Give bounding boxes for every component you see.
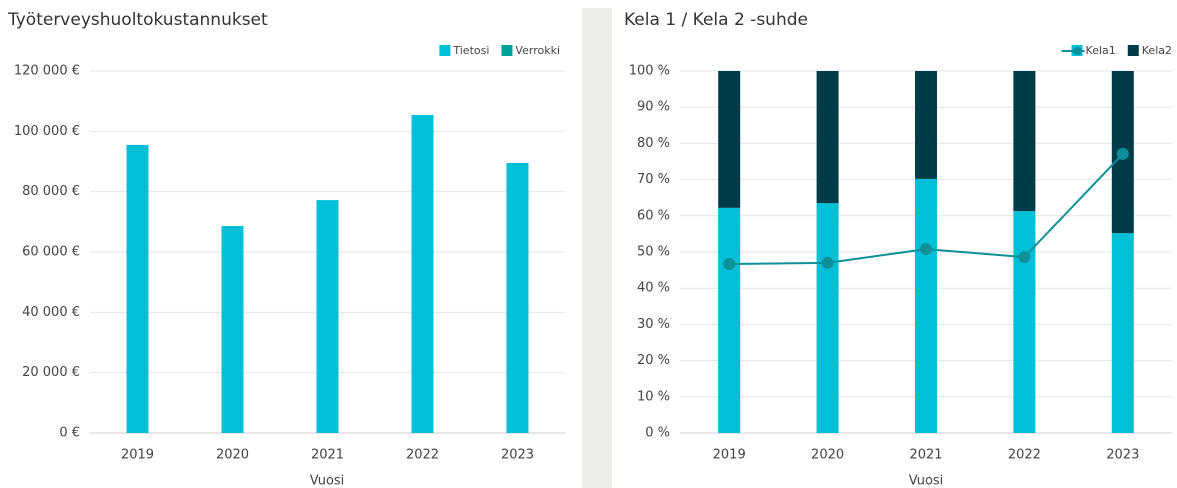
x-tick-label: 2021 [909, 448, 942, 463]
y-tick-label: 80 % [637, 136, 670, 151]
bar [126, 144, 149, 434]
legend-swatch [501, 45, 513, 56]
y-tick-label: 90 % [637, 100, 670, 115]
line-marker [920, 243, 932, 256]
y-tick-label: 40 % [637, 281, 670, 296]
x-axis-title: Vuosi [310, 474, 345, 488]
y-tick-label: 10 % [637, 389, 670, 404]
y-tick-label: 20 % [637, 353, 670, 368]
bar [915, 71, 937, 179]
legend-swatch [1127, 45, 1139, 56]
y-tick-label: 30 % [637, 317, 670, 332]
legend-swatch [439, 45, 451, 56]
line-marker [723, 257, 736, 270]
y-tick-label: 60 000 € [22, 245, 80, 260]
y-tick-label: 100 000 € [14, 124, 80, 139]
x-tick-label: 2023 [1106, 448, 1139, 463]
bar [221, 226, 244, 433]
separator [582, 8, 612, 488]
x-tick-label: 2019 [121, 448, 154, 463]
line-marker [1018, 251, 1031, 264]
line-marker [821, 256, 834, 269]
bar [1111, 233, 1134, 433]
bar [915, 178, 937, 433]
bar [816, 71, 839, 204]
bar [718, 71, 741, 208]
legend-label: Kela1 [1086, 44, 1116, 57]
legend-label: Tietosi [452, 44, 489, 57]
bar [506, 163, 529, 433]
line-marker [1116, 147, 1129, 160]
bar [1013, 211, 1036, 433]
y-tick-label: 70 % [637, 172, 670, 187]
x-tick-label: 2020 [811, 448, 844, 463]
bar [816, 203, 839, 433]
legend-label: Verrokki [515, 44, 560, 57]
y-tick-label: 50 % [637, 245, 670, 260]
bar [411, 115, 434, 433]
y-tick-label: 60 % [637, 208, 670, 223]
legend-marker [1073, 47, 1082, 55]
y-tick-label: 20 000 € [22, 365, 80, 380]
y-tick-label: 120 000 € [14, 64, 80, 79]
x-tick-label: 2020 [216, 448, 249, 463]
y-tick-label: 40 000 € [22, 305, 80, 320]
y-tick-label: 0 % [645, 426, 670, 441]
x-tick-label: 2022 [1008, 448, 1041, 463]
x-tick-label: 2021 [311, 448, 344, 463]
y-tick-label: 80 000 € [22, 184, 80, 199]
x-axis-title: Vuosi [909, 474, 944, 488]
chart-title: Kela 1 / Kela 2 -suhde [624, 10, 808, 30]
bar [718, 207, 741, 433]
x-tick-label: 2019 [713, 448, 746, 463]
y-tick-label: 0 € [59, 426, 80, 441]
x-tick-label: 2022 [406, 448, 439, 463]
bar [1013, 71, 1036, 212]
y-tick-label: 100 % [629, 64, 670, 79]
x-tick-label: 2023 [501, 448, 534, 463]
legend-label: Kela2 [1142, 44, 1172, 57]
bar [316, 200, 339, 433]
chart-title: Työterveyshuoltokustannukset [7, 10, 268, 30]
